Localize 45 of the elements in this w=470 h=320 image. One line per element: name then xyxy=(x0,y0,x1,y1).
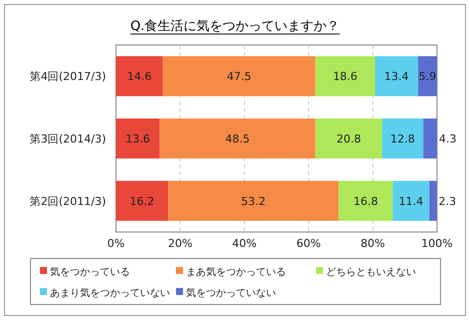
data-label: 48.5 xyxy=(225,132,250,146)
y-tick-label: 第2回(2011/3) xyxy=(30,194,106,208)
x-tick-label: 20% xyxy=(168,237,192,250)
data-label: 13.4 xyxy=(384,70,409,84)
data-label: 47.5 xyxy=(226,70,252,84)
data-label: 14.6 xyxy=(127,70,152,84)
bar xyxy=(375,56,418,96)
data-label: 53.2 xyxy=(241,194,266,208)
bar xyxy=(160,118,316,158)
bar xyxy=(315,118,382,158)
data-label: 11.4 xyxy=(398,194,424,208)
bar xyxy=(418,56,437,96)
bar xyxy=(116,118,160,158)
bar xyxy=(116,180,168,221)
data-label: 16.8 xyxy=(353,194,378,208)
data-label: 20.8 xyxy=(336,132,361,146)
data-label: 16.2 xyxy=(130,194,154,208)
legend-label: まあ気をつかっている xyxy=(186,267,286,278)
data-label: 2.3 xyxy=(438,194,456,208)
legend-label: どちらともいえない xyxy=(326,267,416,278)
data-label: 4.3 xyxy=(439,132,456,146)
data-label: 5.9 xyxy=(418,70,436,84)
bar xyxy=(315,56,376,96)
y-tick-label: 第4回(2017/3) xyxy=(30,70,106,84)
bar xyxy=(162,56,316,96)
bar xyxy=(392,180,430,221)
x-tick-label: 60% xyxy=(296,237,321,250)
data-label: 13.6 xyxy=(126,132,150,146)
chart-title: Q.食生活に気をつかっていますか？ xyxy=(130,19,340,34)
x-tick-label: 100% xyxy=(421,237,453,250)
data-label: 12.8 xyxy=(390,132,415,146)
y-tick-label: 第3回(2014/3) xyxy=(30,132,106,146)
x-tick-label: 80% xyxy=(360,237,386,250)
legend-label: 気をつかっていない xyxy=(186,288,276,299)
bar xyxy=(382,118,424,158)
bar xyxy=(423,118,437,158)
x-tick-label: 0% xyxy=(107,237,125,250)
legend-label: あまり気をつかっていない xyxy=(50,288,170,299)
bar xyxy=(429,180,437,221)
x-tick-label: 40% xyxy=(232,237,257,250)
data-label: 18.6 xyxy=(332,70,358,84)
legend-label: 気をつかっている xyxy=(50,267,130,278)
bar xyxy=(338,180,393,221)
bar xyxy=(168,180,339,221)
bar xyxy=(116,56,163,96)
